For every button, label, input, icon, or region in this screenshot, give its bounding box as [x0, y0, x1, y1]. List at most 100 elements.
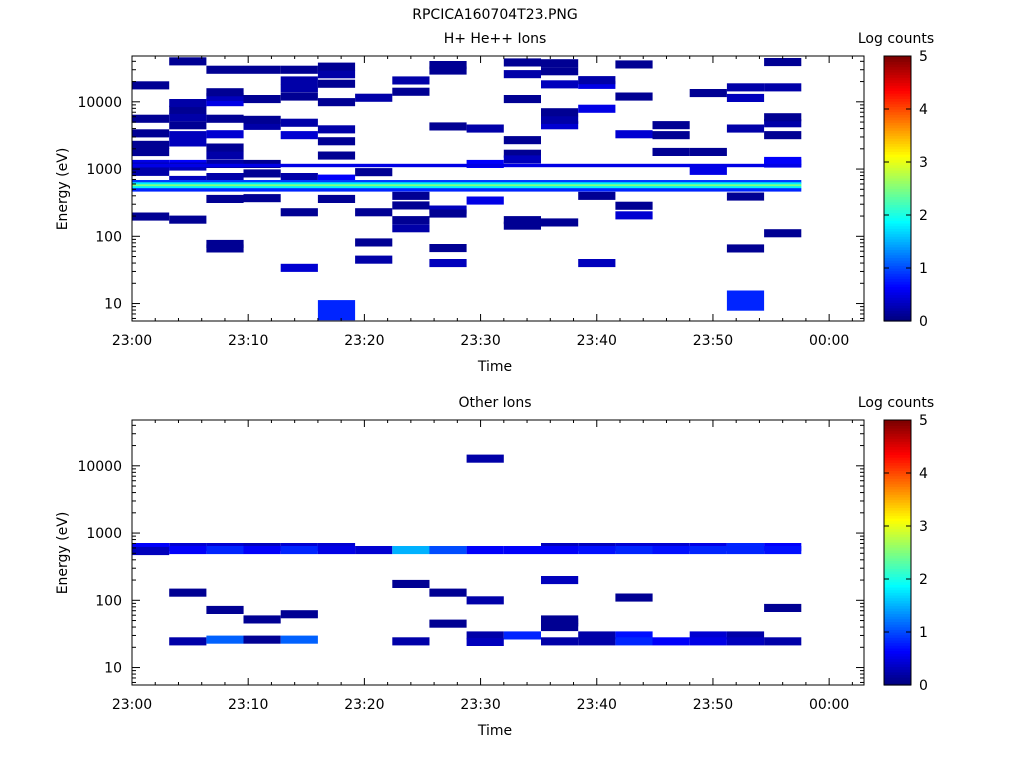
colorbar-strip [884, 563, 911, 567]
colorbar-strip [884, 457, 911, 461]
data-cell [615, 201, 653, 210]
colorbar-strip [884, 77, 911, 81]
colorbar-strip [884, 576, 911, 580]
data-cell [355, 546, 393, 555]
data-cell [429, 259, 467, 268]
data-cell [206, 239, 244, 248]
data-cell [169, 175, 207, 184]
colorbar-strip [884, 241, 911, 245]
colorbar-strip [884, 539, 911, 543]
colorbar-strip [884, 146, 911, 150]
colorbar-strip [884, 459, 911, 463]
data-cell [169, 546, 207, 555]
data-cell [652, 131, 690, 140]
colorbar-strip [884, 233, 911, 237]
colorbar-strip [884, 465, 911, 469]
data-cell [206, 114, 244, 123]
colorbar-tick-label: 3 [919, 519, 928, 535]
colorbar-strip [884, 523, 911, 527]
colorbar-tick-label: 0 [919, 314, 928, 330]
data-cell [541, 623, 579, 632]
colorbar-strip [884, 663, 911, 668]
y-axis-label: Energy (eV) [55, 512, 71, 595]
data-cell [503, 95, 541, 104]
plot-area: 23:00 23:10 23:20 23:30 23:40 23:50 00:00 10 100… [77, 55, 865, 349]
colorbar-tick-label: 2 [919, 572, 928, 588]
colorbar-frame [883, 55, 912, 322]
data-cell [429, 244, 467, 253]
colorbar-strip [884, 573, 911, 577]
colorbar-strip [884, 196, 911, 200]
colorbar-strip [884, 138, 911, 142]
colorbar-strip [884, 496, 911, 501]
colorbar-strip [884, 318, 911, 322]
panel-title: H+ He++ Ions [444, 31, 547, 47]
data-cell [280, 76, 318, 85]
colorbar-strip [884, 159, 911, 163]
data-cell [652, 637, 690, 646]
data-cell [243, 95, 281, 104]
data-cell [764, 58, 802, 67]
data-cell [132, 212, 170, 221]
colorbar-strip [884, 520, 911, 524]
colorbar-strip [884, 111, 911, 115]
x-tick-label: 23:50 [693, 697, 733, 713]
colorbar-strip [884, 420, 911, 424]
colorbar-strip [884, 310, 911, 314]
colorbar-strip [884, 58, 911, 62]
colorbar-tick-label: 1 [919, 625, 928, 641]
data-cell [280, 610, 318, 619]
colorbar-strip [884, 289, 911, 293]
colorbar-strip [884, 207, 911, 211]
data-cell [280, 208, 318, 217]
colorbar-strip [884, 454, 911, 458]
data-cell [169, 138, 207, 147]
colorbar-strip [884, 199, 911, 203]
data-cell [132, 140, 170, 149]
colorbar-strip [884, 589, 911, 593]
colorbar-strip [884, 552, 911, 556]
colorbar-strip [884, 130, 911, 134]
data-cell [578, 637, 616, 646]
colorbar-strip [884, 579, 911, 583]
colorbar-strip [884, 244, 911, 248]
data-cell [392, 216, 430, 225]
colorbar-strip [884, 488, 911, 493]
colorbar: 0 1 2 3 4 5 [883, 49, 928, 330]
data-cell [355, 208, 393, 217]
data-cell [206, 151, 244, 160]
data-cell [132, 129, 170, 138]
colorbar-tick-label: 3 [919, 155, 928, 171]
x-tick-label: 00:00 [809, 697, 849, 713]
colorbar-strip [884, 507, 911, 511]
data-cell [280, 131, 318, 140]
data-cell [578, 259, 616, 268]
data-cell [652, 121, 690, 130]
colorbar-strip [884, 273, 911, 277]
data-cell [392, 87, 430, 96]
colorbar-strip [884, 435, 911, 440]
colorbar-strip [884, 169, 911, 174]
data-cell [615, 60, 653, 69]
colorbar-strip [884, 634, 911, 638]
colorbar-strip [884, 228, 911, 232]
colorbar-strip [884, 281, 911, 285]
data-cell [392, 579, 430, 588]
colorbar-strip [884, 101, 911, 105]
x-tick-label: 23:20 [344, 697, 384, 713]
colorbar-label: Log counts [858, 395, 934, 411]
data-cell [689, 89, 727, 98]
colorbar-strip [884, 544, 911, 548]
data-cell [615, 92, 653, 101]
data-cell [392, 76, 430, 85]
data-cell [764, 603, 802, 612]
colorbar-strip [884, 236, 911, 240]
colorbar-strip [884, 268, 911, 272]
data-cell [206, 88, 244, 97]
data-cell [466, 546, 504, 555]
colorbar-strip [884, 608, 911, 612]
colorbar-strip [884, 658, 911, 662]
colorbar-strip [884, 597, 911, 601]
data-cell [541, 121, 579, 130]
data-cell [578, 631, 616, 640]
